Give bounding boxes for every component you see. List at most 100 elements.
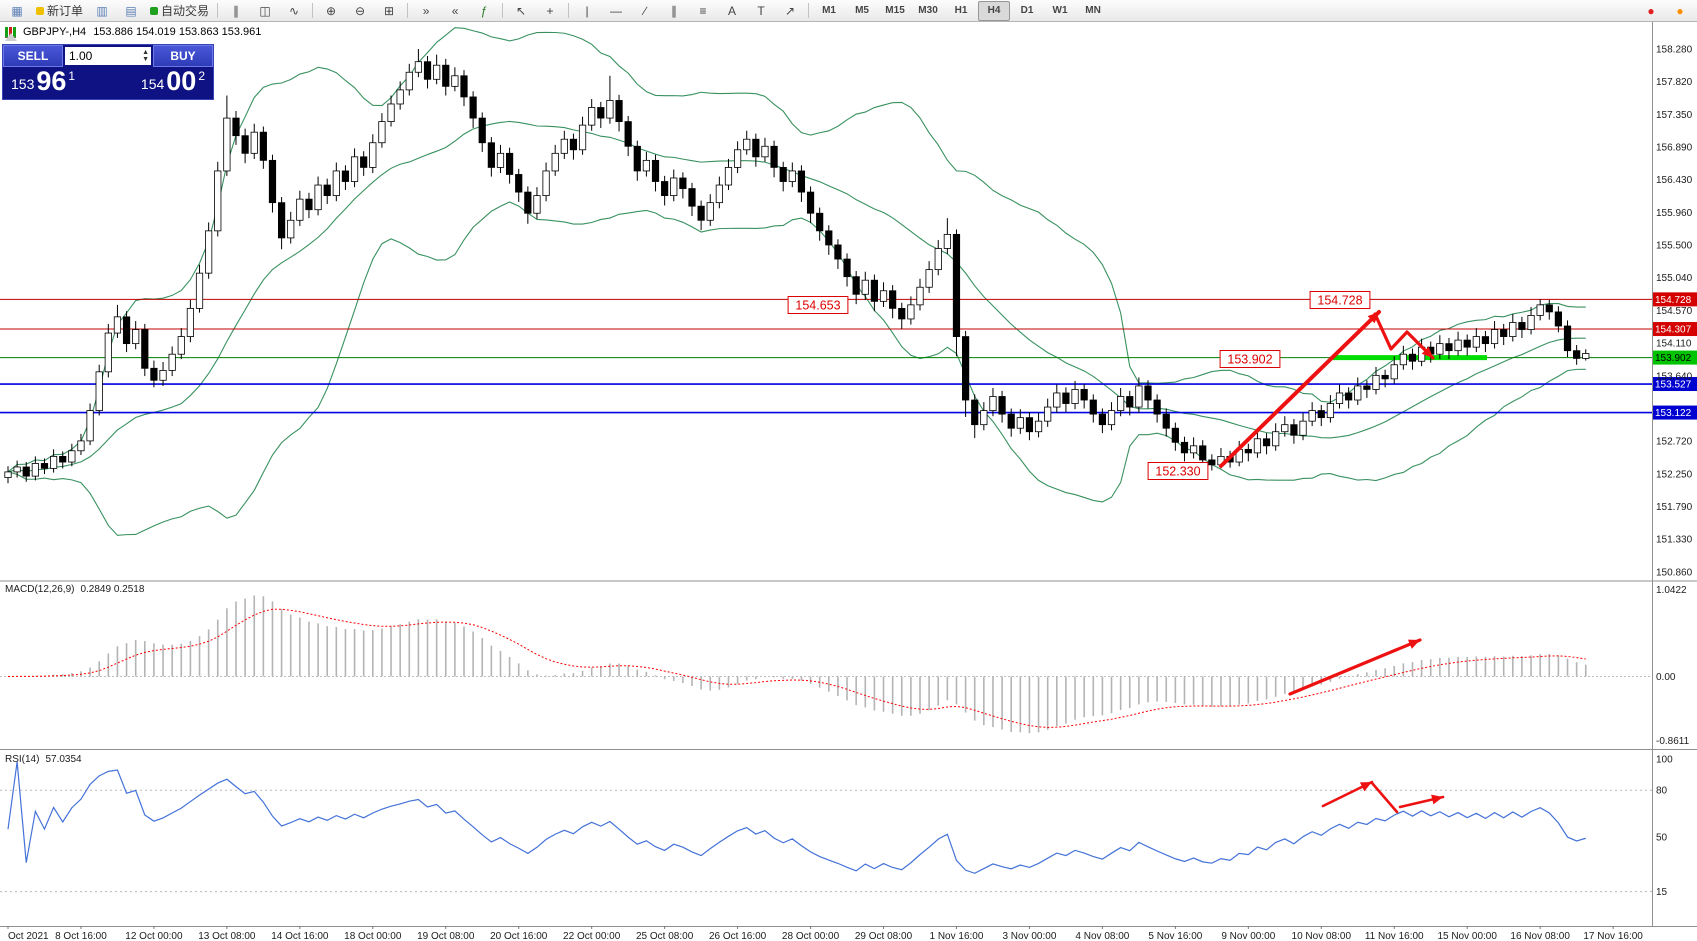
timeframe-m30[interactable]: M30: [918, 5, 938, 16]
svg-text:151.330: 151.330: [1656, 534, 1693, 545]
sell-button[interactable]: SELL: [3, 45, 63, 67]
auto-trading-button[interactable]: 自动交易: [146, 1, 213, 21]
new-order-button[interactable]: 新订单: [32, 1, 87, 21]
svg-text:0.00: 0.00: [1656, 672, 1676, 683]
toolbar: ▦ 新订单 ▥ ▤ 自动交易 ∥ ◫ ∿ ⊕ ⊖ ⊞ » « ƒ ↖ + | — ∕ ∥ ≡ A T ↗ M1 M5 M15 M30 H…: [0, 0, 1697, 22]
candle: [1062, 392, 1070, 404]
rsi-pane[interactable]: [0, 751, 1652, 926]
candle: [350, 156, 359, 182]
crosshair-icon[interactable]: +: [546, 3, 554, 18]
bar-chart-type-icon[interactable]: ∥: [233, 3, 240, 18]
macd-pane[interactable]: [0, 582, 1652, 749]
timeframe-mn[interactable]: MN: [1085, 5, 1101, 16]
fibonacci-icon[interactable]: ≡: [699, 3, 707, 18]
candle: [305, 198, 313, 211]
timeframe-m15[interactable]: M15: [885, 5, 905, 16]
candle: [597, 107, 605, 119]
timeframe-m5[interactable]: M5: [855, 5, 869, 16]
new-chart-icon[interactable]: ▦: [11, 3, 23, 18]
annotation-box[interactable]: [1309, 291, 1371, 309]
svg-text:155.500: 155.500: [1656, 240, 1693, 251]
candle: [1244, 448, 1252, 454]
candle: [1563, 325, 1572, 352]
candle: [743, 138, 751, 151]
svg-text:154.653: 154.653: [795, 299, 840, 313]
price-annotations[interactable]: 154.653 154.728 153.902 152.330: [787, 291, 1371, 480]
svg-text:29 Oct 08:00: 29 Oct 08:00: [855, 931, 913, 941]
candle: [505, 152, 514, 175]
arrows-icon[interactable]: ↗: [785, 3, 796, 18]
channel-icon[interactable]: ∥: [671, 3, 678, 18]
line-chart-type-icon[interactable]: ∿: [289, 3, 300, 18]
alert-icon[interactable]: ●: [1676, 3, 1684, 18]
chart-profiles-icon[interactable]: ▥: [96, 3, 108, 18]
candle: [442, 64, 450, 87]
trend-arrows[interactable]: [1219, 310, 1445, 814]
candle: [159, 370, 167, 381]
candle: [1053, 392, 1061, 408]
candle: [934, 248, 942, 271]
svg-text:154.728: 154.728: [1655, 295, 1692, 306]
candle: [724, 167, 733, 186]
time-axis[interactable]: [0, 926, 1697, 941]
candle: [1354, 385, 1362, 401]
candle: [533, 195, 541, 214]
candle: [1454, 339, 1462, 352]
annotation-box[interactable]: [1147, 462, 1209, 480]
rsi-flat-arrow-head: [1431, 794, 1443, 805]
macd-header: MACD(12,26,9) 0.2849 0.2518: [5, 584, 144, 595]
rsi-zigzag-line[interactable]: [1370, 781, 1399, 814]
trendline-icon[interactable]: ∕: [644, 3, 647, 18]
timeframe-h4[interactable]: H4: [978, 0, 1011, 21]
zoom-out-icon[interactable]: ⊖: [355, 3, 366, 18]
buy-button[interactable]: BUY: [153, 45, 213, 67]
auto-scroll-icon[interactable]: »: [422, 3, 430, 18]
annotation-box[interactable]: [1219, 350, 1281, 368]
svg-text:152.250: 152.250: [1656, 470, 1693, 481]
timeframe-h1[interactable]: H1: [954, 5, 968, 16]
cursor-icon[interactable]: ↖: [516, 3, 527, 18]
horizontal-line-icon[interactable]: —: [610, 3, 623, 18]
chart-shift-icon[interactable]: «: [451, 3, 459, 18]
text-icon[interactable]: A: [728, 3, 737, 18]
candle: [788, 170, 796, 182]
timeframe-w1[interactable]: W1: [1052, 5, 1068, 16]
volume-up-icon[interactable]: ▲: [142, 49, 149, 56]
toolbar-separator: [217, 3, 219, 18]
zoom-in-icon[interactable]: ⊕: [326, 3, 337, 18]
candle: [1363, 385, 1371, 390]
candle: [1481, 336, 1490, 345]
timeframe-m1[interactable]: M1: [822, 5, 836, 16]
one-click-toggle-icon[interactable]: [5, 33, 17, 41]
candle: [661, 181, 669, 197]
price-pullback-arrow[interactable]: [1373, 312, 1435, 360]
annotation-box[interactable]: [787, 296, 849, 314]
chart-canvas[interactable]: 154.728154.307153.902153.527153.122158.2…: [0, 22, 1697, 941]
candle: [542, 170, 550, 197]
svg-text:151.790: 151.790: [1656, 502, 1693, 513]
tile-windows-icon[interactable]: ⊞: [384, 3, 395, 18]
candle: [1208, 459, 1216, 466]
record-icon[interactable]: ●: [1647, 3, 1655, 18]
buy-price[interactable]: 154 00 2: [141, 68, 205, 95]
volume-stepper[interactable]: ▲ ▼: [142, 49, 151, 63]
volume-input[interactable]: [65, 49, 143, 63]
price-up-trend-arrow[interactable]: [1219, 310, 1381, 468]
axis-price-box: [1652, 377, 1697, 392]
timeframe-d1[interactable]: D1: [1020, 5, 1034, 16]
volume-down-icon[interactable]: ▼: [142, 56, 149, 63]
candle: [861, 279, 869, 295]
price-axis[interactable]: [1652, 22, 1697, 926]
terminal-panel-icon[interactable]: ▤: [125, 3, 137, 18]
indicators-icon[interactable]: ƒ: [480, 3, 488, 18]
candlestick-type-icon[interactable]: ◫: [259, 3, 271, 18]
svg-text:157.820: 157.820: [1656, 77, 1693, 88]
sell-price[interactable]: 153 96 1: [11, 68, 75, 95]
candle: [1016, 417, 1024, 429]
quote-bar: GBPJPY-,H4 153.886 154.019 153.863 153.9…: [5, 26, 261, 38]
macd-up-arrow[interactable]: [1288, 638, 1422, 696]
vertical-line-icon[interactable]: |: [585, 3, 589, 18]
candle: [843, 258, 851, 278]
text-label-icon[interactable]: T: [757, 3, 765, 18]
candle: [1509, 322, 1517, 337]
